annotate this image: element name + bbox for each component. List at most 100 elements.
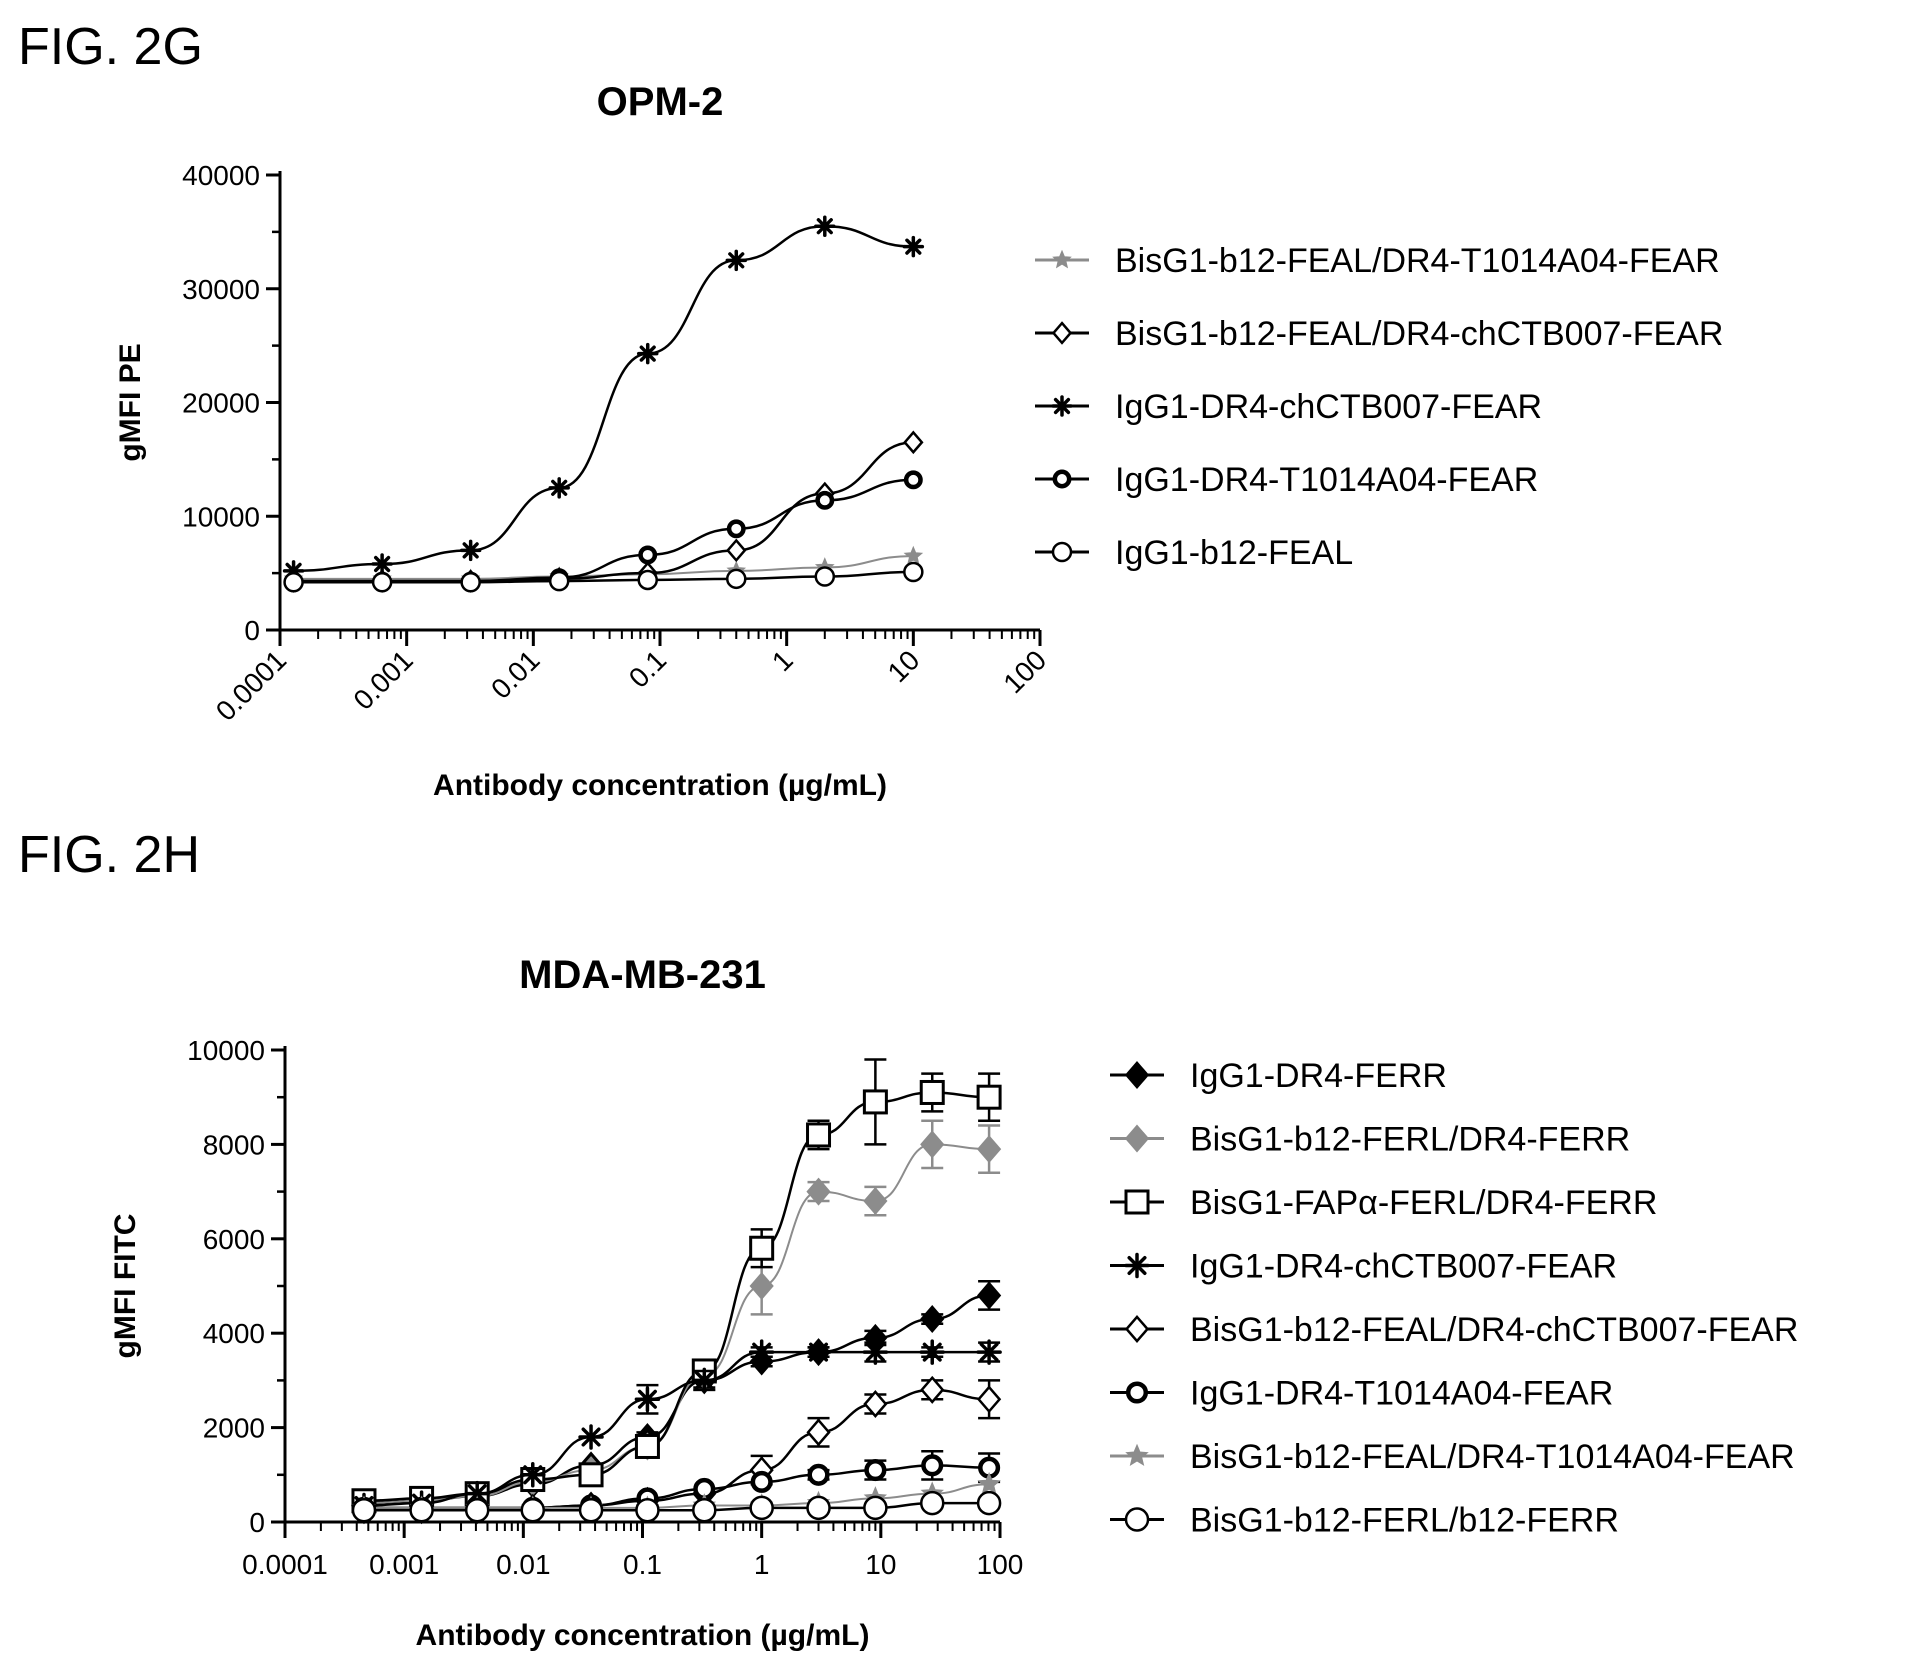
data-point (863, 1389, 888, 1419)
legend-marker (1124, 1252, 1150, 1279)
x-tick-label: 0.0001 (210, 644, 292, 726)
chart-opm2: OPM-2 0 10000 20000 30000 40000 0.0001 0.001 0.0… (114, 80, 1723, 802)
legend-marker (1051, 395, 1073, 417)
data-point (814, 215, 836, 237)
series-4 (283, 561, 924, 593)
y-tick-label: 40000 (182, 160, 260, 191)
legend-entry: IgG1-DR4-FERR (1110, 1057, 1447, 1095)
data-point (749, 1271, 774, 1301)
data-point (919, 1490, 945, 1516)
data-point (806, 1122, 832, 1148)
data-point (920, 1305, 945, 1334)
series-curve (363, 1294, 990, 1505)
series-1 (351, 1119, 1002, 1518)
data-point (920, 1130, 945, 1159)
series-2 (282, 215, 925, 582)
series-7 (351, 1490, 1002, 1523)
data-point (806, 1418, 831, 1447)
data-point (635, 1497, 660, 1523)
data-point (460, 571, 481, 593)
data-point (749, 1235, 775, 1261)
legend-label: IgG1-b12-FEAL (1115, 534, 1353, 572)
legend-marker (1124, 1507, 1150, 1532)
x-tick-label: 10 (882, 644, 926, 688)
data-point (371, 553, 393, 575)
data-point (726, 538, 747, 563)
series-4 (351, 1375, 1002, 1525)
data-point (806, 1495, 831, 1521)
series-curve (363, 1143, 990, 1505)
data-point (637, 569, 658, 591)
series-curve (363, 1091, 990, 1503)
data-point (976, 1084, 1002, 1110)
legend-label: BisG1-b12-FERL/b12-FERR (1190, 1502, 1619, 1540)
series-curve (293, 570, 914, 584)
data-point (977, 1471, 1001, 1495)
x-axis-title: Antibody concentration (µg/mL) (416, 1619, 870, 1652)
y-tick-label: 10000 (182, 501, 260, 532)
x-tick-label: 0.1 (623, 644, 672, 693)
data-point (726, 568, 747, 590)
series-curve (363, 1464, 990, 1510)
data-point (749, 1495, 774, 1521)
x-tick-label: 0.01 (485, 644, 545, 704)
data-point (863, 1495, 888, 1521)
data-point (902, 235, 925, 258)
series-3 (351, 1339, 1002, 1519)
data-point (409, 1497, 434, 1523)
legend-entry: BisG1-b12-FERL/b12-FERR (1110, 1502, 1619, 1540)
chart-title: MDA-MB-231 (519, 953, 766, 997)
data-point (919, 1079, 945, 1105)
data-point (636, 342, 659, 365)
chart-title: OPM-2 (597, 80, 724, 124)
legend-label: IgG1-DR4-T1014A04-FEAR (1190, 1375, 1613, 1413)
legend-label: BisG1-b12-FEAL/DR4-T1014A04-FEAR (1190, 1438, 1795, 1476)
legend-label: BisG1-b12-FEAL/DR4-chCTB007-FEAR (1115, 315, 1723, 353)
legend-label: IgG1-DR4-chCTB007-FEAR (1115, 388, 1542, 426)
y-tick-label: 4000 (203, 1318, 265, 1349)
legend-entry: IgG1-DR4-chCTB007-FEAR (1035, 388, 1542, 426)
legend-label: BisG1-FAPα-FERL/DR4-FERR (1190, 1184, 1657, 1222)
data-point (351, 1497, 377, 1523)
data-point (976, 1385, 1002, 1414)
data-point (692, 1497, 717, 1523)
data-point (578, 1462, 604, 1488)
legend-marker (1124, 1124, 1150, 1153)
data-point (976, 1135, 1002, 1164)
legend-label: BisG1-b12-FEAL/DR4-T1014A04-FEAR (1115, 242, 1720, 280)
data-point (464, 1497, 490, 1523)
data-point (371, 571, 393, 593)
x-axis-title: Antibody concentration (µg/mL) (433, 769, 887, 802)
data-point (919, 1339, 945, 1365)
legend-label: IgG1-DR4-chCTB007-FEAR (1190, 1248, 1617, 1286)
legend-entry: IgG1-DR4-chCTB007-FEAR (1110, 1248, 1617, 1286)
data-point (691, 1367, 718, 1394)
legend-marker (1124, 1314, 1150, 1344)
figure-label-2h: FIG. 2H (18, 826, 200, 884)
y-axis-title: gMFI FITC (109, 1214, 142, 1359)
data-point (634, 1386, 661, 1413)
data-point (903, 545, 924, 565)
data-point (814, 566, 836, 587)
data-point (520, 1462, 546, 1488)
legend-marker (1124, 1060, 1150, 1090)
data-point (634, 1433, 660, 1459)
data-point (903, 561, 924, 583)
data-point (976, 1490, 1002, 1516)
x-tick-label: 1 (754, 1549, 770, 1580)
y-tick-label: 20000 (182, 388, 260, 419)
x-tick-label: 1 (766, 644, 799, 677)
legend-label: BisG1-b12-FEAL/DR4-chCTB007-FEAR (1190, 1311, 1798, 1349)
x-tick-label: 10 (865, 1549, 896, 1580)
series-curve (363, 1350, 990, 1507)
x-tick-label: 0.001 (369, 1549, 439, 1580)
figure-label-2g: FIG. 2G (18, 18, 203, 76)
data-point (578, 1497, 604, 1523)
data-point (976, 1281, 1002, 1310)
x-tick-label: 100 (977, 1549, 1024, 1580)
data-point (726, 519, 746, 539)
data-point (725, 249, 748, 272)
series-2 (351, 1058, 1002, 1514)
y-tick-label: 2000 (203, 1413, 265, 1444)
